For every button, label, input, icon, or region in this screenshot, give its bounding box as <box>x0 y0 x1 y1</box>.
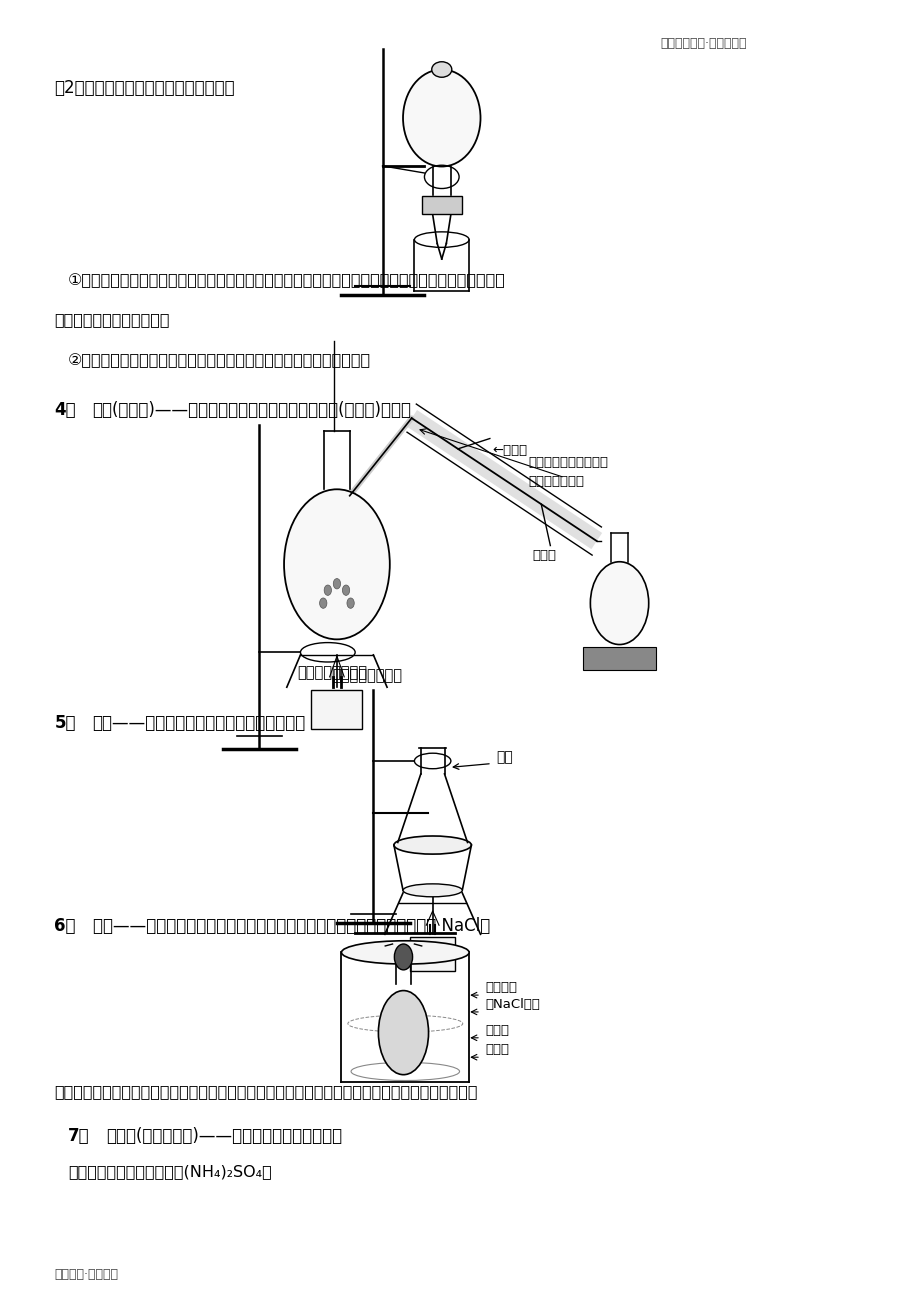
Ellipse shape <box>393 836 471 854</box>
Text: 盐析法(盐析后过滤)——将胶体从混合物中分离。: 盐析法(盐析后过滤)——将胶体从混合物中分离。 <box>107 1128 342 1144</box>
Text: 6．: 6． <box>54 918 75 936</box>
Text: 将要提纯的胶体装入半透膜袋中，将袋系好，浸入蒸馏水中，并不断更换蒸馏水，渗析时间要充分。: 将要提纯的胶体装入半透膜袋中，将袋系好，浸入蒸馏水中，并不断更换蒸馏水，渗析时间… <box>54 1085 477 1099</box>
Circle shape <box>333 578 340 589</box>
Text: 淀粉胶体: 淀粉胶体 <box>485 980 517 993</box>
Circle shape <box>284 490 390 639</box>
Circle shape <box>590 561 648 644</box>
Text: 需加沸石防止暴沸: 需加沸石防止暴沸 <box>297 665 367 680</box>
Text: 实例：蛋白质溶液中加饱和(NH₄)₂SO₄。: 实例：蛋白质溶液中加饱和(NH₄)₂SO₄。 <box>68 1164 271 1180</box>
Text: 渗析——用半透膜使离子或小分子从胶体中分离出来，如除去淀粉胶体中的 NaCl。: 渗析——用半透膜使离子或小分子从胶体中分离出来，如除去淀粉胶体中的 NaCl。 <box>93 918 489 936</box>
Text: 需加沸石防止暴沸: 需加沸石防止暴沸 <box>332 668 402 682</box>
Text: （2）分液：分离两种互不相溶的液体。: （2）分液：分离两种互不相溶的液体。 <box>54 79 234 98</box>
Circle shape <box>323 585 331 595</box>
Text: ←出水口: ←出水口 <box>492 444 528 457</box>
Bar <box>421 197 461 215</box>
Text: ①萃取剂须具备的条件：溶质在萃取剂中的溶解度比在原溶剂中要大得多；萃取剂与原溶剂互不相溶；: ①萃取剂须具备的条件：溶质在萃取剂中的溶解度比在原溶剂中要大得多；萃取剂与原溶剂… <box>68 273 505 288</box>
Text: 7．: 7． <box>68 1128 89 1144</box>
Bar <box>409 937 455 970</box>
Text: 冷水: 冷水 <box>496 751 513 764</box>
Text: 5．: 5． <box>54 715 75 733</box>
Text: 进水口: 进水口 <box>531 549 555 562</box>
Text: 升华——分离易升华与不升华的固体混合物。: 升华——分离易升华与不升华的固体混合物。 <box>93 715 305 733</box>
Text: 烧瓶的支管口处: 烧瓶的支管口处 <box>528 475 584 488</box>
Text: ②分液时，分液漏斗中的下层液体从下口放出，上层液体从上口倒出。: ②分液时，分液漏斗中的下层液体从下口放出，上层液体从上口倒出。 <box>68 353 370 368</box>
Text: 半透膜: 半透膜 <box>485 1023 509 1036</box>
Circle shape <box>319 598 326 608</box>
Ellipse shape <box>403 884 461 897</box>
Circle shape <box>342 585 349 595</box>
Text: 精品资源·战胜高考: 精品资源·战胜高考 <box>54 1268 119 1281</box>
Ellipse shape <box>341 941 469 963</box>
Bar <box>583 647 655 671</box>
Text: 萃取剂与溶质不发生反应。: 萃取剂与溶质不发生反应。 <box>54 312 170 327</box>
Text: 蒸馏(或分馏)——分离沸点不同，且相互混溶的两种(或几种)液体。: 蒸馏(或分馏)——分离沸点不同，且相互混溶的两种(或几种)液体。 <box>93 401 411 419</box>
Bar <box>311 690 362 729</box>
Ellipse shape <box>378 991 428 1074</box>
Ellipse shape <box>431 61 451 77</box>
Text: 4．: 4． <box>54 401 76 419</box>
Ellipse shape <box>403 69 480 167</box>
Text: 和NaCl溶液: 和NaCl溶液 <box>485 997 539 1010</box>
Circle shape <box>346 598 354 608</box>
Text: 高考一轮复习·考点一遍过: 高考一轮复习·考点一遍过 <box>660 36 746 49</box>
Text: 蒸馏水: 蒸馏水 <box>485 1043 509 1056</box>
Text: 温度计的水银球在蒸馏: 温度计的水银球在蒸馏 <box>528 456 607 469</box>
Circle shape <box>394 944 412 970</box>
